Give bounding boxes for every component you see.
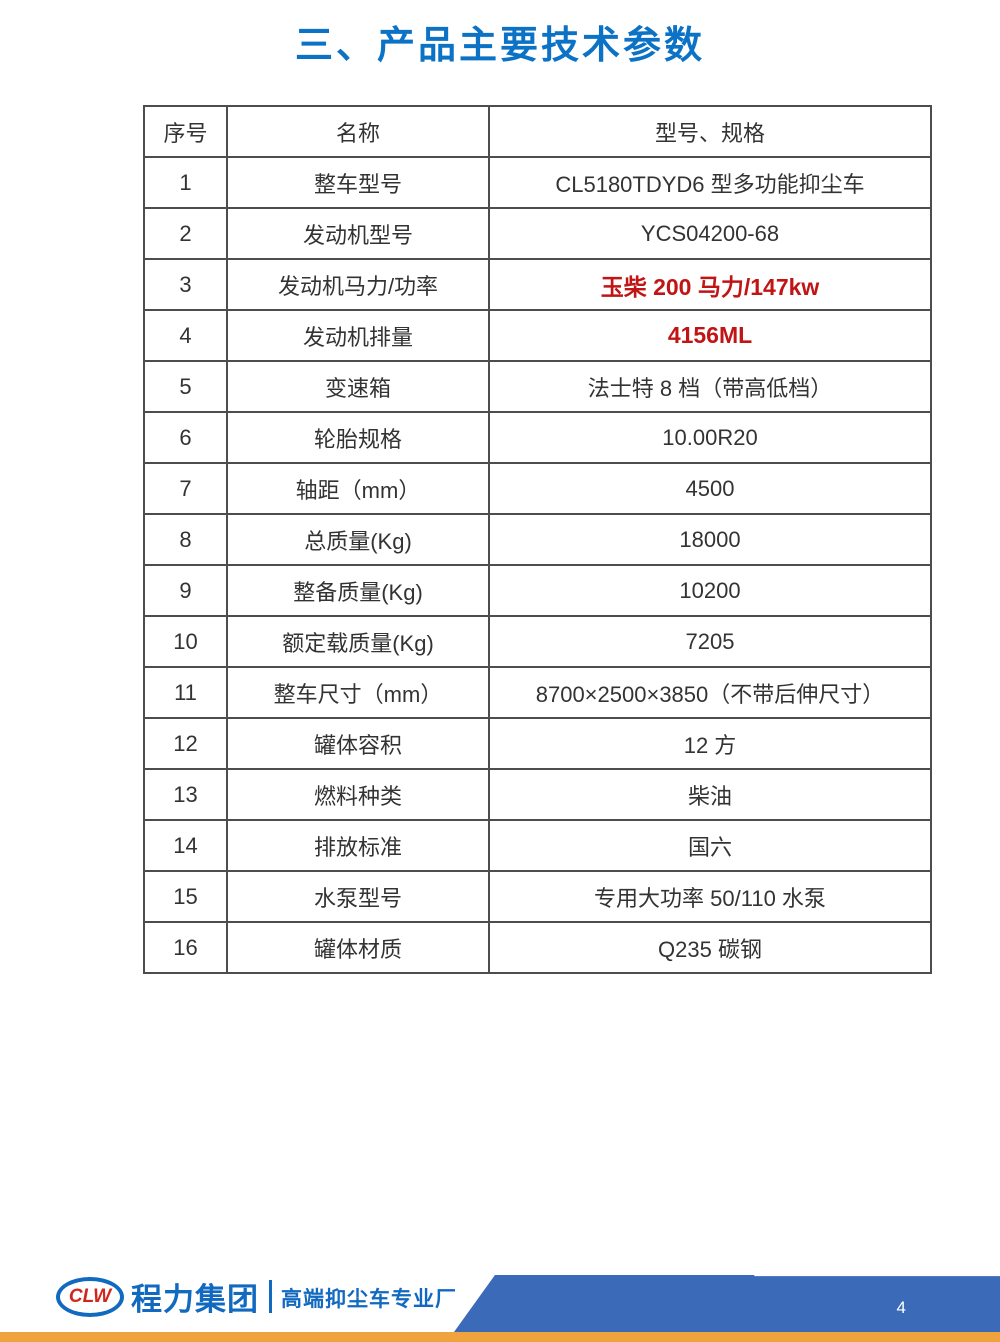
table-row: 8 总质量(Kg) 18000 bbox=[143, 513, 932, 566]
table-row: 2 发动机型号 YCS04200-68 bbox=[143, 207, 932, 260]
row-number-cell: 10 bbox=[143, 615, 228, 668]
row-name-cell: 发动机排量 bbox=[226, 309, 490, 362]
row-number-cell: 13 bbox=[143, 768, 228, 821]
row-name-cell: 变速箱 bbox=[226, 360, 490, 413]
header-spec: 型号、规格 bbox=[488, 105, 932, 158]
table-row: 14 排放标准 国六 bbox=[143, 819, 932, 872]
page-title: 三、产品主要技术参数 bbox=[294, 25, 705, 67]
row-number-cell: 14 bbox=[143, 819, 228, 872]
row-number-cell: 9 bbox=[143, 564, 228, 617]
row-value-cell: 7205 bbox=[488, 615, 932, 668]
row-value-cell-highlighted: 4156ML bbox=[488, 309, 932, 362]
table-row: 3 发动机马力/功率 玉柴 200 马力/147kw bbox=[143, 258, 932, 311]
table-row: 6 轮胎规格 10.00R20 bbox=[143, 411, 932, 464]
row-value-cell: 8700×2500×3850（不带后伸尺寸） bbox=[488, 666, 932, 719]
row-name-cell: 整备质量(Kg) bbox=[226, 564, 490, 617]
row-value-cell-highlighted: 玉柴 200 马力/147kw bbox=[488, 258, 932, 311]
table-row: 1 整车型号 CL5180TDYD6 型多功能抑尘车 bbox=[143, 156, 932, 209]
row-value-cell: CL5180TDYD6 型多功能抑尘车 bbox=[488, 156, 932, 209]
row-number-cell: 12 bbox=[143, 717, 228, 770]
row-name-cell: 水泵型号 bbox=[226, 870, 490, 923]
row-number-cell: 2 bbox=[143, 207, 228, 260]
row-value-cell: YCS04200-68 bbox=[488, 207, 932, 260]
header-name: 名称 bbox=[226, 105, 490, 158]
row-name-cell: 轮胎规格 bbox=[226, 411, 490, 464]
row-number-cell: 6 bbox=[143, 411, 228, 464]
row-name-cell: 额定载质量(Kg) bbox=[226, 615, 490, 668]
table-row: 4 发动机排量 4156ML bbox=[143, 309, 932, 362]
row-number-cell: 7 bbox=[143, 462, 228, 515]
row-number-cell: 15 bbox=[143, 870, 228, 923]
page-number: 4 bbox=[896, 1298, 906, 1317]
row-value-cell: 国六 bbox=[488, 819, 932, 872]
row-value-cell: 10200 bbox=[488, 564, 932, 617]
row-name-cell: 整车型号 bbox=[226, 156, 490, 209]
row-number-cell: 16 bbox=[143, 921, 228, 974]
row-number-cell: 11 bbox=[143, 666, 228, 719]
row-name-cell: 总质量(Kg) bbox=[226, 513, 490, 566]
company-name: 程力集团 bbox=[131, 1282, 259, 1317]
row-value-cell: 法士特 8 档（带高低档） bbox=[488, 360, 932, 413]
table-header-row: 序号 名称 型号、规格 bbox=[143, 105, 932, 158]
table-row: 9 整备质量(Kg) 10200 bbox=[143, 564, 932, 617]
row-number-cell: 4 bbox=[143, 309, 228, 362]
row-value-cell: 10.00R20 bbox=[488, 411, 932, 464]
row-name-cell: 轴距（mm） bbox=[226, 462, 490, 515]
clw-logo-icon: CLW bbox=[56, 1276, 124, 1317]
footer-orange-band bbox=[0, 1332, 1000, 1342]
clw-logo-text: CLW bbox=[68, 1285, 112, 1307]
row-number-cell: 8 bbox=[143, 513, 228, 566]
row-name-cell: 排放标准 bbox=[226, 819, 490, 872]
header-no: 序号 bbox=[143, 105, 228, 158]
row-name-cell: 燃料种类 bbox=[226, 768, 490, 821]
table-row: 15 水泵型号 专用大功率 50/110 水泵 bbox=[143, 870, 932, 923]
company-tagline: 高端抑尘车专业厂 bbox=[281, 1288, 457, 1311]
row-name-cell: 罐体材质 bbox=[226, 921, 490, 974]
table-row: 10 额定载质量(Kg) 7205 bbox=[143, 615, 932, 668]
row-number-cell: 1 bbox=[143, 156, 228, 209]
table-row: 7 轴距（mm） 4500 bbox=[143, 462, 932, 515]
table-row: 5 变速箱 法士特 8 档（带高低档） bbox=[143, 360, 932, 413]
footer-brand: CLW 程力集团 高端抑尘车专业厂 bbox=[56, 1274, 457, 1319]
row-value-cell: 专用大功率 50/110 水泵 bbox=[488, 870, 932, 923]
row-value-cell: 12 方 bbox=[488, 717, 932, 770]
table-row: 11 整车尺寸（mm） 8700×2500×3850（不带后伸尺寸） bbox=[143, 666, 932, 719]
spec-table: 序号 名称 型号、规格 1 整车型号 CL5180TDYD6 型多功能抑尘车 2… bbox=[143, 105, 932, 974]
row-name-cell: 发动机型号 bbox=[226, 207, 490, 260]
row-value-cell: 18000 bbox=[488, 513, 932, 566]
row-value-cell: Q235 碳钢 bbox=[488, 921, 932, 974]
footer-blue-band bbox=[454, 1275, 1000, 1332]
row-number-cell: 5 bbox=[143, 360, 228, 413]
row-name-cell: 发动机马力/功率 bbox=[226, 258, 490, 311]
row-value-cell: 柴油 bbox=[488, 768, 932, 821]
table-row: 16 罐体材质 Q235 碳钢 bbox=[143, 921, 932, 974]
row-name-cell: 整车尺寸（mm） bbox=[226, 666, 490, 719]
table-row: 13 燃料种类 柴油 bbox=[143, 768, 932, 821]
row-number-cell: 3 bbox=[143, 258, 228, 311]
row-value-cell: 4500 bbox=[488, 462, 932, 515]
brand-divider bbox=[269, 1280, 272, 1313]
table-row: 12 罐体容积 12 方 bbox=[143, 717, 932, 770]
row-name-cell: 罐体容积 bbox=[226, 717, 490, 770]
